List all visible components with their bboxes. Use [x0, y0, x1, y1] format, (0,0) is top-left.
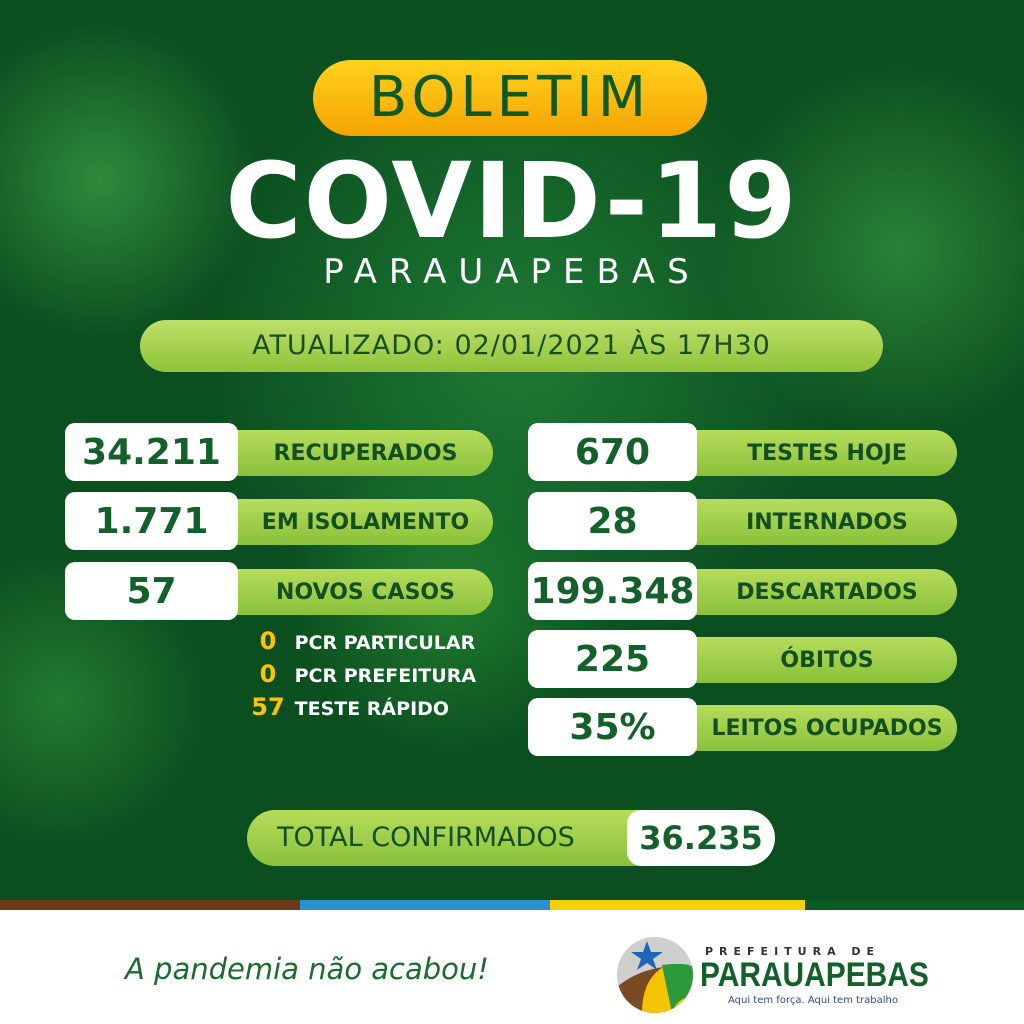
stat-value: 34.211: [65, 423, 238, 481]
stat-value: 199.348: [528, 562, 697, 620]
stat-label: ÓBITOS: [687, 637, 957, 683]
breakdown-value: 0: [259, 627, 277, 655]
logo-emblem-icon: [617, 937, 693, 1013]
stat-value: 1.771: [65, 492, 238, 550]
logo-name: PARAUAPEBAS: [700, 956, 929, 994]
stat-value: 35%: [528, 698, 697, 756]
breakdown-pcr-particular: 0 PCR PARTICULAR: [248, 627, 476, 655]
logo-top-text: PREFEITURA DE: [705, 945, 881, 958]
breakdown-value: 57: [251, 693, 285, 721]
total-label: TOTAL CONFIRMADOS: [277, 822, 575, 853]
breakdown-teste-rapido: 57 TESTE RÁPIDO: [248, 693, 449, 721]
breakdown-label: PCR PREFEITURA: [294, 665, 477, 687]
stat-label: EM ISOLAMENTO: [228, 499, 493, 545]
stripe-brown: [0, 900, 300, 910]
stripe-yellow: [550, 900, 805, 910]
stat-label: NOVOS CASOS: [228, 569, 493, 615]
total-value: 36.235: [627, 810, 775, 866]
stat-value: 57: [65, 562, 238, 620]
slogan: A pandemia não acabou!: [125, 952, 489, 986]
breakdown-label: TESTE RÁPIDO: [294, 698, 450, 720]
stat-label: RECUPERADOS: [228, 430, 493, 476]
stat-label: DESCARTADOS: [687, 569, 957, 615]
stat-value: 28: [528, 492, 697, 550]
bulletin-panel: BOLETIM COVID-19 PARAUAPEBAS ATUALIZADO:…: [0, 0, 1024, 900]
total-confirmed: TOTAL CONFIRMADOS 36.235: [247, 810, 775, 866]
logo-tagline: Aqui tem força. Aqui tem trabalho: [728, 995, 898, 1006]
stat-value: 670: [528, 423, 697, 481]
stat-label: LEITOS OCUPADOS: [687, 705, 957, 751]
stat-value: 225: [528, 630, 697, 688]
stripe-blue: [300, 900, 550, 910]
stat-label: TESTES HOJE: [687, 430, 957, 476]
stat-label: INTERNADOS: [687, 499, 957, 545]
stripe-green: [805, 900, 1024, 910]
main-title: COVID-19: [225, 140, 799, 262]
updated-banner: ATUALIZADO: 02/01/2021 ÀS 17H30: [140, 320, 883, 372]
breakdown-label: PCR PARTICULAR: [294, 632, 476, 654]
breakdown-pcr-prefeitura: 0 PCR PREFEITURA: [248, 660, 476, 688]
city-name: PARAUAPEBAS: [323, 252, 701, 292]
breakdown-value: 0: [259, 660, 277, 688]
boletim-badge: BOLETIM: [313, 60, 707, 136]
